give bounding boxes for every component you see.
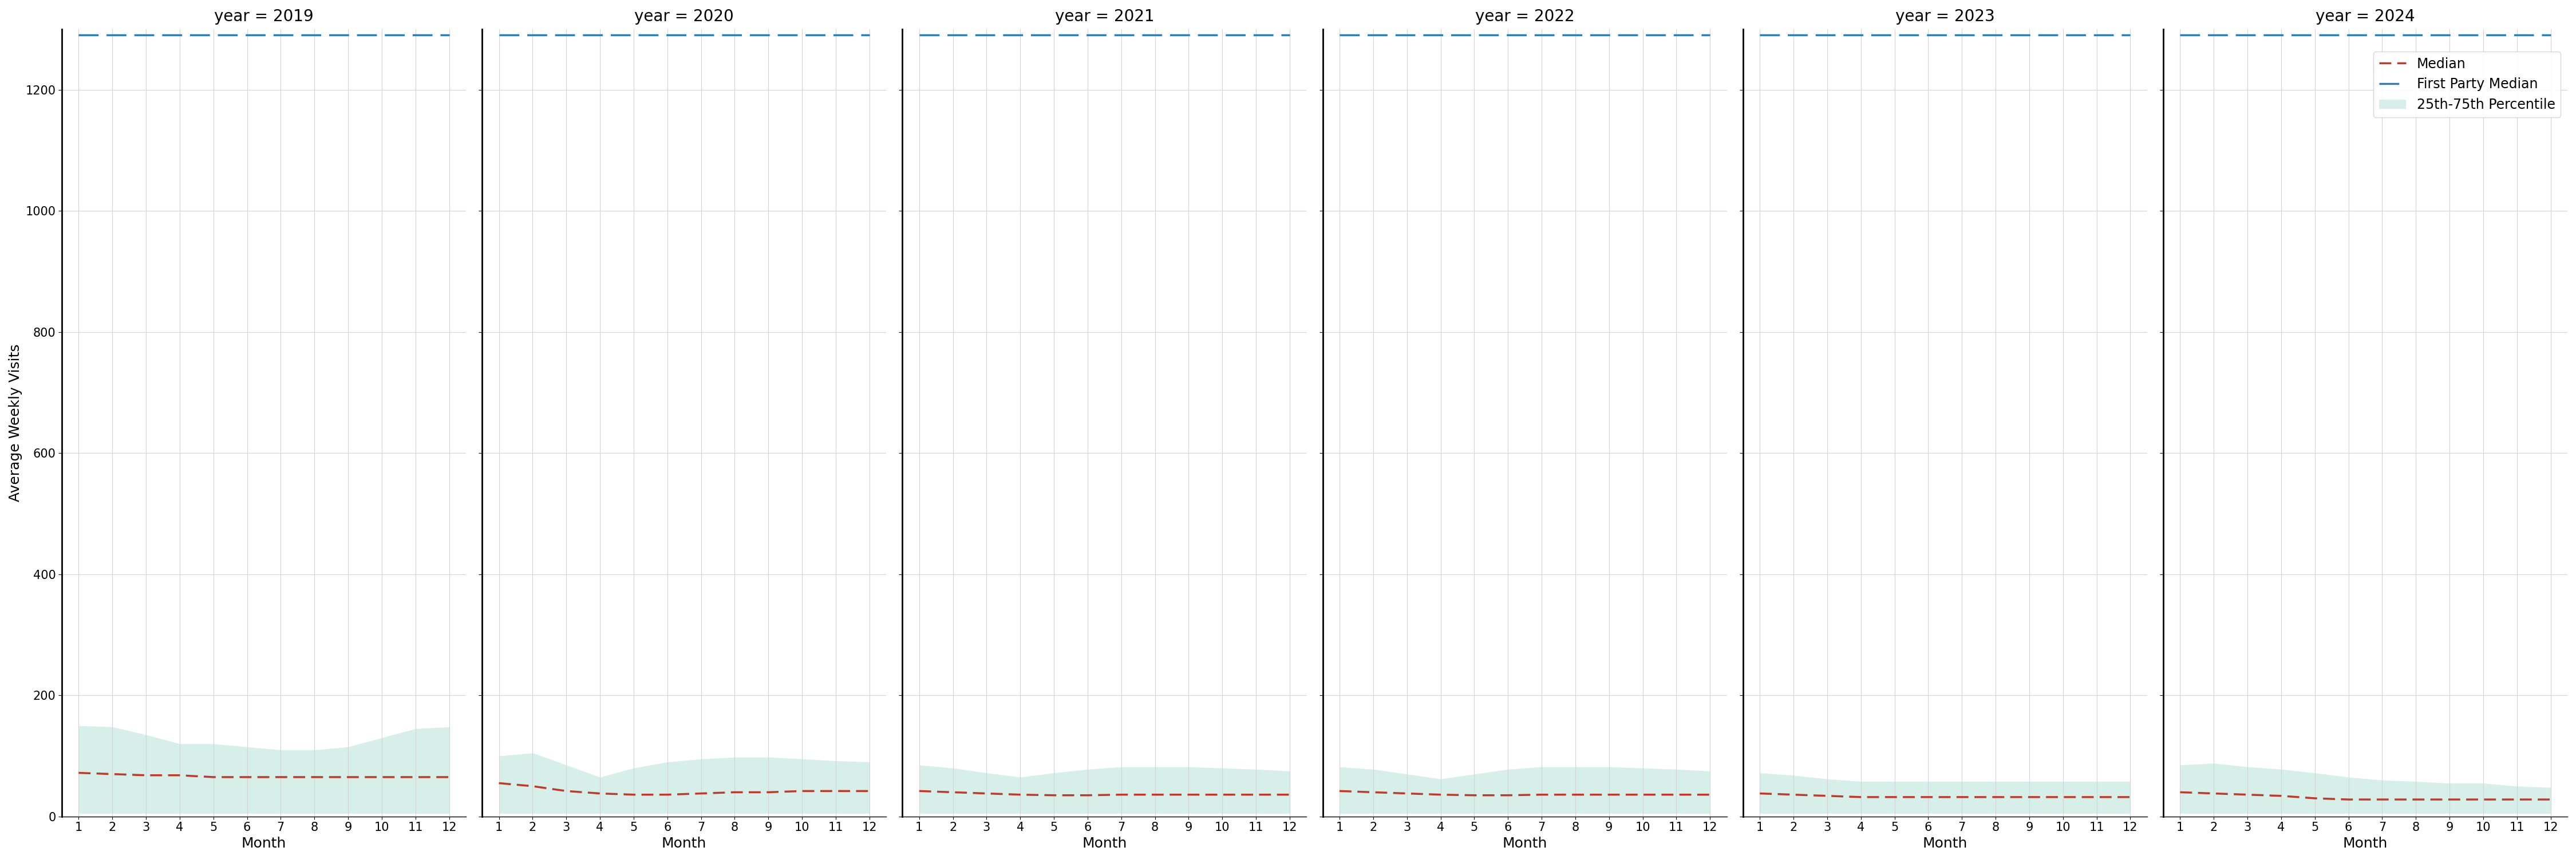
X-axis label: Month: Month [662,837,706,850]
Title: year = 2022: year = 2022 [1476,9,1574,25]
Title: year = 2024: year = 2024 [2316,9,2416,25]
X-axis label: Month: Month [1922,837,1968,850]
X-axis label: Month: Month [242,837,286,850]
Legend: Median, First Party Median, 25th-75th Percentile: Median, First Party Median, 25th-75th Pe… [2372,52,2561,117]
Title: year = 2023: year = 2023 [1896,9,1994,25]
Title: year = 2019: year = 2019 [214,9,314,25]
Y-axis label: Average Weekly Visits: Average Weekly Visits [8,344,23,502]
Title: year = 2020: year = 2020 [634,9,734,25]
Title: year = 2021: year = 2021 [1054,9,1154,25]
X-axis label: Month: Month [1502,837,1548,850]
X-axis label: Month: Month [2344,837,2388,850]
X-axis label: Month: Month [1082,837,1126,850]
